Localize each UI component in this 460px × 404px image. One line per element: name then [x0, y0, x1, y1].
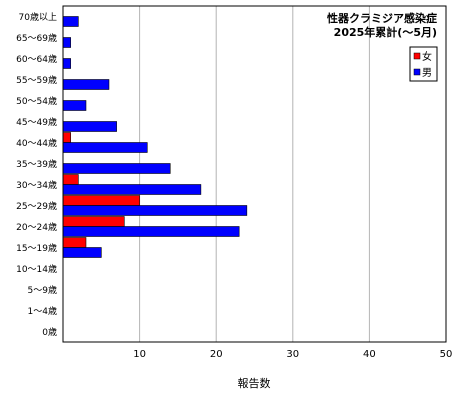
legend-label-male: 男 — [422, 67, 432, 79]
y-tick-label: 70歳以上 — [19, 11, 57, 23]
x-tick-label: 50 — [440, 349, 453, 360]
x-tick-label: 40 — [363, 349, 376, 360]
bar-female — [62, 195, 140, 206]
x-axis-label: 報告数 — [238, 377, 271, 390]
legend-box — [409, 46, 438, 82]
y-tick-label: 50～54歳 — [16, 95, 57, 107]
bar-male — [62, 184, 202, 195]
bar-male — [62, 100, 87, 111]
bar-male — [62, 205, 248, 216]
y-tick-label: 55～59歳 — [16, 74, 57, 86]
bar-male — [62, 247, 102, 258]
y-tick-label: 15～19歳 — [16, 242, 57, 254]
x-tick-label: 30 — [286, 349, 299, 360]
bar-male — [62, 58, 71, 69]
legend-label-female: 女 — [422, 50, 432, 63]
chart-title: 性器クラミジア感染症 — [327, 11, 437, 25]
bar-male — [62, 163, 171, 174]
bar-female — [62, 237, 87, 248]
y-tick-label: 35～39歳 — [16, 158, 57, 170]
bar-female — [62, 174, 79, 185]
x-tick-label: 10 — [133, 349, 146, 360]
chart-subtitle: 2025年累計(～5月) — [334, 25, 437, 39]
y-tick-label: 25～29歳 — [16, 200, 57, 212]
y-tick-label: 20～24歳 — [16, 221, 57, 233]
bar-female — [62, 132, 71, 143]
y-tick-label: 5～9歳 — [28, 284, 57, 296]
bar-male — [62, 142, 148, 153]
legend-swatch-female — [413, 52, 421, 60]
y-tick-label: 0歳 — [42, 326, 57, 338]
x-tick-label: 20 — [210, 349, 223, 360]
legend: 女 男 — [409, 46, 438, 82]
y-tick-label: 1～4歳 — [28, 305, 57, 317]
y-tick-label: 45～49歳 — [16, 116, 57, 128]
bar-male — [62, 37, 71, 48]
labels-layer: 10 20 30 40 50 70歳以上 65～69歳 60～64歳 55～59歳 50～54歳 4… — [16, 11, 452, 360]
bar-male — [62, 79, 110, 90]
y-tick-label: 30～34歳 — [16, 179, 57, 191]
grid-layer — [139, 6, 370, 342]
bar-male — [62, 16, 79, 27]
plot-frame — [62, 5, 447, 343]
bar-male — [62, 121, 117, 132]
y-tick-label: 65～69歳 — [16, 32, 57, 44]
legend-swatch-male — [413, 68, 421, 76]
bar-male — [62, 226, 240, 237]
y-tick-label: 10～14歳 — [16, 263, 57, 275]
y-tick-label: 60～64歳 — [16, 53, 57, 65]
bar-female — [62, 216, 125, 227]
bars-layer — [62, 16, 248, 258]
y-tick-label: 40～44歳 — [16, 137, 57, 149]
